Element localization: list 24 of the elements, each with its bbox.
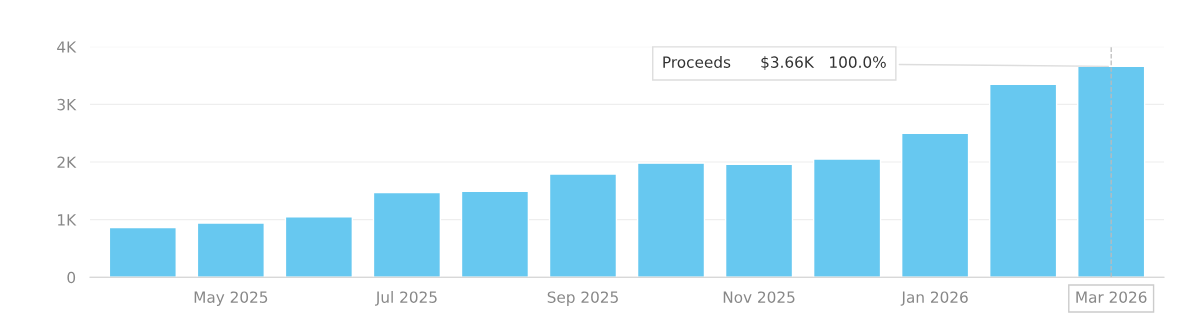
bar — [108, 226, 177, 278]
bar — [812, 158, 882, 278]
y-tick-label: 0 — [67, 271, 76, 284]
x-tick-label: Mar 2026 — [1076, 291, 1147, 303]
bar — [1077, 65, 1146, 278]
x-tick-label: Nov 2025 — [723, 291, 795, 303]
bar — [284, 216, 354, 278]
x-tick-label: Sep 2025 — [547, 291, 618, 306]
x-tick-label: Jan 2026 — [900, 291, 968, 306]
bar — [900, 132, 970, 278]
bar — [548, 173, 618, 278]
bar — [636, 162, 706, 278]
y-tick-label: 4K — [57, 41, 77, 53]
bar — [196, 222, 265, 278]
bar — [724, 163, 794, 278]
y-tick-label: 1K — [58, 214, 77, 226]
x-tick-label: May 2025 — [194, 291, 268, 306]
annotation: Proceeds $3.66K 100.0% — [663, 56, 886, 70]
y-tick-label: 3K — [57, 98, 77, 111]
bar — [460, 190, 530, 278]
bar — [989, 83, 1058, 278]
bar — [372, 191, 442, 278]
y-tick-label: 2K — [57, 156, 77, 168]
x-tick-label: Jul 2025 — [375, 291, 437, 306]
